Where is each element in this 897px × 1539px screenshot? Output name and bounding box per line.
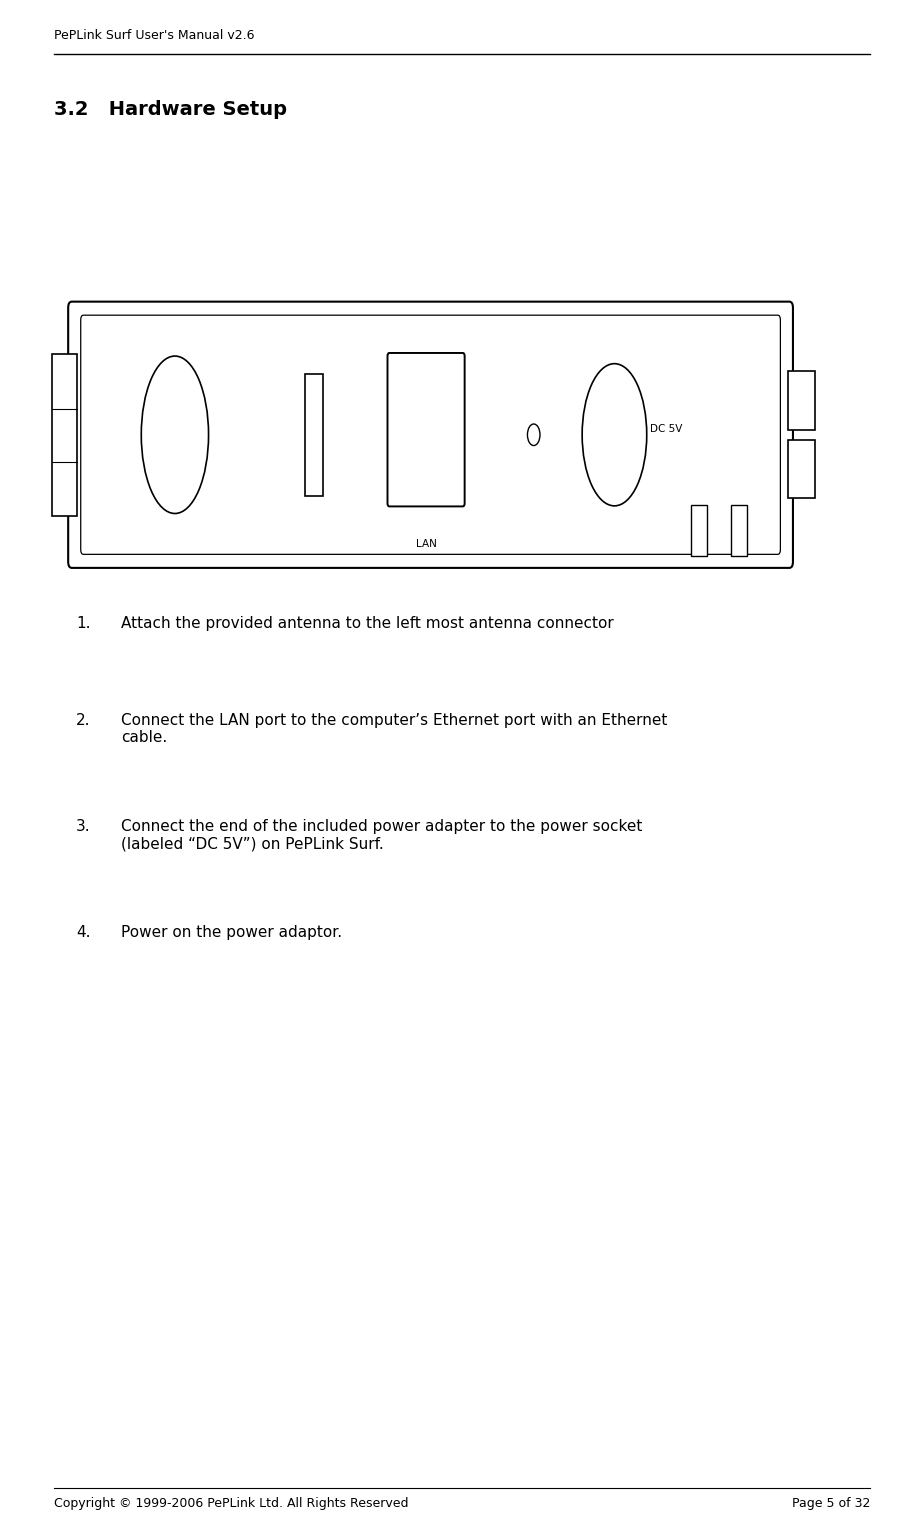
FancyBboxPatch shape	[81, 315, 780, 554]
Text: PePLink Surf User's Manual v2.6: PePLink Surf User's Manual v2.6	[54, 29, 255, 42]
Text: Connect the LAN port to the computer’s Ethernet port with an Ethernet
cable.: Connect the LAN port to the computer’s E…	[121, 713, 667, 745]
Text: LAN: LAN	[415, 540, 437, 549]
Bar	[788, 371, 815, 429]
FancyBboxPatch shape	[68, 302, 793, 568]
Bar	[691, 505, 707, 556]
FancyBboxPatch shape	[388, 352, 465, 506]
Text: 4.: 4.	[76, 925, 91, 939]
Text: 3.: 3.	[76, 819, 91, 834]
Ellipse shape	[582, 363, 647, 506]
Text: Copyright © 1999-2006 PePLink Ltd. All Rights Reserved: Copyright © 1999-2006 PePLink Ltd. All R…	[54, 1497, 408, 1510]
Bar	[788, 440, 815, 499]
Bar	[52, 354, 77, 516]
Text: DC 5V: DC 5V	[650, 423, 683, 434]
Text: Attach the provided antenna to the left most antenna connector: Attach the provided antenna to the left …	[121, 616, 614, 631]
Ellipse shape	[142, 356, 208, 514]
Circle shape	[527, 425, 540, 446]
Bar	[305, 374, 323, 496]
Text: Connect the end of the included power adapter to the power socket
(labeled “DC 5: Connect the end of the included power ad…	[121, 819, 642, 851]
Bar	[731, 505, 747, 556]
Text: Power on the power adaptor.: Power on the power adaptor.	[121, 925, 343, 939]
Text: 1.: 1.	[76, 616, 91, 631]
Text: Page 5 of 32: Page 5 of 32	[792, 1497, 870, 1510]
Text: 2.: 2.	[76, 713, 91, 728]
Text: 3.2   Hardware Setup: 3.2 Hardware Setup	[54, 100, 287, 119]
